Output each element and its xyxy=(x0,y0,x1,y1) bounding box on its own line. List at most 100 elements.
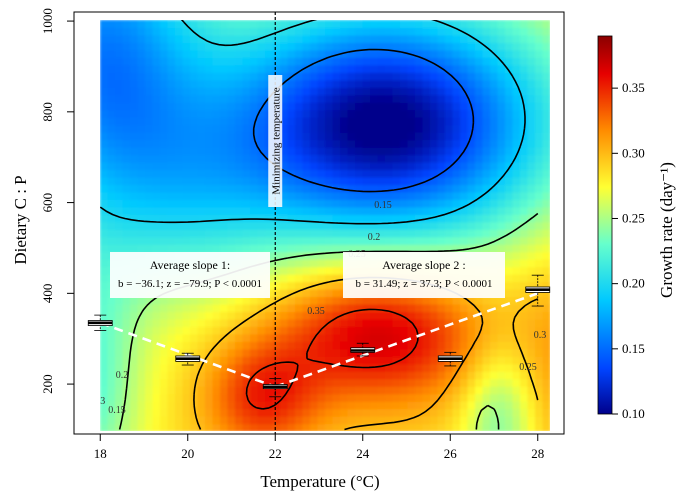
heatmap-cell xyxy=(295,401,304,410)
heatmap-cell xyxy=(407,221,416,230)
heatmap-cell xyxy=(527,266,536,275)
heatmap-cell xyxy=(310,20,319,29)
heatmap-cell xyxy=(182,326,191,335)
heatmap-cell xyxy=(497,214,506,223)
heatmap-cell xyxy=(527,154,536,163)
heatmap-cell xyxy=(197,318,206,327)
heatmap-cell xyxy=(130,401,139,410)
heatmap-cell xyxy=(145,87,154,96)
heatmap-cell xyxy=(212,109,221,118)
heatmap-cell xyxy=(452,236,461,245)
heatmap-cell xyxy=(505,296,514,305)
heatmap-cell xyxy=(482,72,491,81)
heatmap-cell xyxy=(535,199,544,208)
heatmap-cell xyxy=(265,20,274,29)
heatmap-cell xyxy=(362,94,371,103)
heatmap-cell xyxy=(392,318,401,327)
heatmap-cell xyxy=(287,199,296,208)
heatmap-cell xyxy=(535,318,544,327)
heatmap-cell xyxy=(115,416,124,425)
heatmap-cell xyxy=(280,289,289,298)
heatmap-cell xyxy=(512,318,521,327)
heatmap-cell xyxy=(535,341,544,350)
heatmap-cell xyxy=(190,161,199,171)
heatmap-cell xyxy=(527,34,536,44)
heatmap-cell xyxy=(467,109,476,118)
heatmap-cell xyxy=(452,94,461,103)
heatmap-cell xyxy=(347,378,356,387)
heatmap-cell xyxy=(145,221,154,230)
heatmap-cell xyxy=(317,281,326,290)
heatmap-cell xyxy=(325,79,334,88)
heatmap-cell xyxy=(175,244,184,253)
heatmap-cell xyxy=(257,348,266,357)
heatmap-cell xyxy=(115,333,124,342)
heatmap-cell xyxy=(152,296,161,305)
heatmap-cell xyxy=(460,214,469,223)
heatmap-cell xyxy=(407,214,416,223)
heatmap-cell xyxy=(212,378,221,387)
heatmap-cell xyxy=(137,199,146,208)
heatmap-cell xyxy=(445,139,454,148)
heatmap-cell xyxy=(242,356,251,365)
heatmap-cell xyxy=(220,303,229,313)
heatmap-cell xyxy=(212,57,221,66)
heatmap-cell xyxy=(542,408,550,417)
heatmap-cell xyxy=(542,236,550,245)
heatmap-cell xyxy=(152,49,161,58)
heatmap-cell xyxy=(287,363,296,372)
heatmap-cell xyxy=(287,109,296,118)
heatmap-cell xyxy=(182,318,191,327)
heatmap-cell xyxy=(152,184,161,193)
heatmap-cell xyxy=(392,356,401,365)
heatmap-cell xyxy=(122,408,131,417)
heatmap-cell xyxy=(482,214,491,223)
heatmap-cell xyxy=(325,94,334,103)
heatmap-cell xyxy=(497,356,506,365)
heatmap-cell xyxy=(317,109,326,118)
heatmap-cell xyxy=(407,423,416,431)
heatmap-cell xyxy=(347,393,356,402)
heatmap-cell xyxy=(475,109,484,118)
heatmap-cell xyxy=(355,34,364,44)
heatmap-cell xyxy=(137,57,146,66)
heatmap-cell xyxy=(287,333,296,342)
heatmap-cell xyxy=(122,311,131,320)
heatmap-cell xyxy=(505,221,514,230)
heatmap-cell xyxy=(475,147,484,156)
heatmap-cell xyxy=(152,34,161,44)
heatmap-cell xyxy=(400,318,409,327)
heatmap-cell xyxy=(445,221,454,230)
heatmap-cell xyxy=(145,416,154,425)
heatmap-cell xyxy=(145,154,154,163)
heatmap-cell xyxy=(460,386,469,395)
heatmap-cell xyxy=(332,169,341,178)
heatmap-cell xyxy=(482,386,491,395)
heatmap-cell xyxy=(430,371,439,380)
heatmap-cell xyxy=(265,356,274,365)
heatmap-cell xyxy=(280,214,289,223)
heatmap-cell xyxy=(287,57,296,66)
heatmap-cell xyxy=(422,348,431,357)
heatmap-cell xyxy=(460,229,469,238)
heatmap-cell xyxy=(355,333,364,342)
heatmap-cell xyxy=(355,296,364,305)
heatmap-cell xyxy=(400,79,409,88)
heatmap-cell xyxy=(152,341,161,350)
heatmap-cell xyxy=(415,206,424,215)
heatmap-cell xyxy=(137,311,146,320)
heatmap-cell xyxy=(242,401,251,410)
heatmap-cell xyxy=(347,147,356,156)
heatmap-cell xyxy=(475,244,484,253)
heatmap-cell xyxy=(227,154,236,163)
heatmap-cell xyxy=(220,341,229,350)
heatmap-cell xyxy=(310,371,319,380)
heatmap-cell xyxy=(490,94,499,103)
heatmap-cell xyxy=(377,303,386,313)
heatmap-cell xyxy=(250,184,259,193)
heatmap-cell xyxy=(190,132,199,141)
heatmap-cell xyxy=(167,57,176,66)
heatmap-cell xyxy=(325,274,334,283)
heatmap-cell xyxy=(190,236,199,245)
heatmap-cell xyxy=(430,341,439,350)
